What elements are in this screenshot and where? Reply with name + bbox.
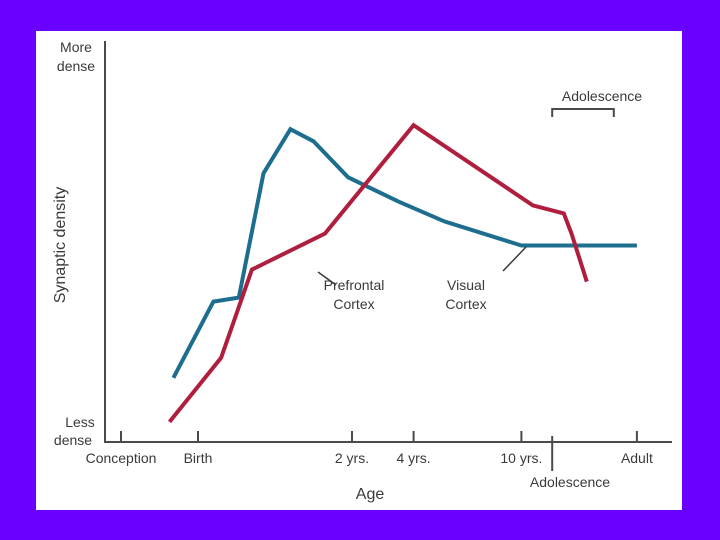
y-axis-title: Synaptic density	[52, 187, 69, 304]
x-tick-label: 10 yrs.	[500, 450, 542, 466]
x-ticks: Conception Birth 2 yrs. 4 yrs. 10 yrs. Adult	[86, 431, 653, 466]
x-tick-label: Adult	[621, 450, 653, 466]
y-bottom-label-line1: Less	[65, 414, 95, 430]
prefrontal-annotation-line1: Prefrontal	[324, 277, 385, 293]
synaptic-density-chart: More dense Less dense Synaptic density A…	[52, 39, 672, 503]
x-tick-label: Birth	[184, 450, 213, 466]
visual-leader-line	[502, 246, 527, 272]
x-tick-label: 4 yrs.	[396, 450, 430, 466]
adolescence-bracket	[551, 108, 615, 117]
x-tick-label: Conception	[86, 450, 157, 466]
x-tick-label: 2 yrs.	[335, 450, 369, 466]
prefrontal-cortex-line	[171, 126, 637, 379]
adolescence-top-label: Adolescence	[562, 88, 642, 104]
chart-panel: More dense Less dense Synaptic density A…	[36, 31, 682, 510]
y-top-label-line2: dense	[57, 58, 95, 74]
prefrontal-leader-line	[317, 271, 337, 286]
visual-annotation-line1: Visual	[447, 277, 485, 293]
series-lines	[167, 122, 637, 424]
visual-cortex-line	[167, 122, 589, 424]
visual-annotation-line2: Cortex	[445, 296, 486, 312]
prefrontal-annotation-line2: Cortex	[333, 296, 374, 312]
y-bottom-label-line2: dense	[54, 432, 92, 448]
adolescence-bottom-label: Adolescence	[530, 474, 610, 490]
x-axis-title: Age	[356, 486, 385, 503]
y-top-label-line1: More	[60, 39, 92, 55]
